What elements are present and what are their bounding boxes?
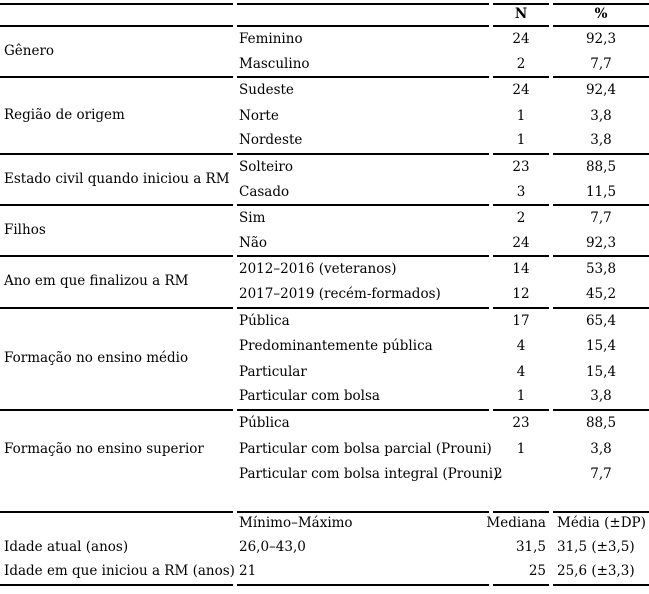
header-spacer-cell: [237, 3, 489, 27]
n-value-cell: 2: [516, 210, 526, 227]
subcategory-cell: Não: [237, 232, 489, 258]
subcategory-cell: Nordeste: [237, 129, 489, 155]
n-value-cell: 4: [516, 363, 526, 380]
subcategory-cell: Solteiro: [239, 159, 294, 176]
pct-value-cell: 7,7: [590, 210, 612, 227]
pct-column-header: %: [553, 3, 649, 27]
subcategory-cell: Pública: [239, 414, 290, 431]
table-section-3: Estado civil quando iniciou a RM Solteiro…: [0, 155, 649, 207]
pct-value-cell: 92,4: [585, 82, 617, 99]
category-cell: Formação no ensino superior: [4, 440, 204, 457]
n-value-cell: 1: [516, 440, 526, 457]
median-column-header: Mediana: [486, 510, 549, 536]
pct-value-cell: 88,5: [585, 159, 617, 176]
mean-value-cell: 25,6 (±3,3): [553, 561, 649, 586]
pct-value-cell: 11,5: [553, 181, 649, 207]
subcategory-cell: Particular com bolsa integral (Prouni): [239, 466, 499, 483]
subcategory-cell: Particular: [239, 363, 307, 380]
subcategory-cell: Particular com bolsa parcial (Prouni): [239, 440, 492, 457]
pct-value-cell: 92,3: [585, 31, 617, 48]
table-header-section: N%: [0, 3, 649, 27]
summary-spacer-cell: [0, 510, 233, 536]
pct-value-cell: 7,7: [590, 466, 612, 483]
demographics-table: N% Gênero Feminino 24 92,3 Masculino 2 7,7 Regiã…: [0, 3, 649, 586]
pct-value-cell: 92,3: [553, 232, 649, 258]
subcategory-cell: Norte: [239, 107, 279, 124]
pct-value-cell: 3,8: [553, 385, 649, 411]
header-spacer-cell: [0, 3, 233, 27]
median-value-cell: 31,5: [515, 539, 546, 556]
table-gap: [0, 488, 649, 511]
subcategory-cell: Particular com bolsa: [237, 385, 489, 411]
subcategory-cell: Predominantemente pública: [239, 338, 433, 355]
pct-value-cell: 88,5: [585, 414, 617, 431]
n-value-cell: 24: [493, 232, 549, 258]
subcategory-cell: Masculino: [237, 53, 489, 79]
category-cell: Formação no ensino médio: [0, 309, 233, 411]
table-section-2: Região de origem Sudeste 24 92,4 Norte 1 3,8 No…: [0, 78, 649, 155]
subcategory-cell: Feminino: [239, 31, 303, 48]
n-column-header: N: [493, 3, 549, 27]
pct-value-cell: 3,8: [590, 440, 612, 457]
n-value-cell: 3: [493, 181, 549, 207]
category-cell: Região de origem: [0, 78, 233, 155]
pct-value-cell: 45,2: [553, 283, 649, 309]
n-value-cell: 24: [512, 31, 530, 48]
category-cell: Filhos: [0, 206, 233, 258]
pct-value-cell: 3,8: [590, 107, 612, 124]
n-value-cell: 1: [493, 385, 549, 411]
category-cell: Estado civil quando iniciou a RM: [0, 155, 233, 207]
n-value-cell: 2: [494, 466, 503, 483]
minmax-value-cell: 26,0–43,0: [239, 539, 306, 556]
n-value-cell: 24: [512, 82, 530, 99]
table-section-7: Formação no ensino superior Pública 23 88,5…: [0, 411, 649, 488]
category-cell: Gênero: [0, 27, 233, 79]
mean-value-cell: 31,5 (±3,5): [557, 539, 635, 556]
minmax-value-cell: 21: [237, 561, 489, 586]
n-value-cell: 23: [512, 414, 530, 431]
table-section-6: Formação no ensino médio Pública 17 65,4 Pre…: [0, 309, 649, 411]
subcategory-cell: 2012–2016 (veteranos): [239, 261, 397, 278]
table-section-4: Filhos Sim 2 7,7 Não 24 92,3: [0, 206, 649, 258]
pct-value-cell: 53,8: [585, 261, 617, 278]
mean-column-header: Média (±DP): [553, 510, 649, 536]
n-value-cell: 1: [516, 107, 526, 124]
n-value-cell: 23: [512, 159, 530, 176]
n-value-cell: 2: [493, 53, 549, 79]
table-section-1: Gênero Feminino 24 92,3 Masculino 2 7,7: [0, 27, 649, 79]
pct-value-cell: 15,4: [585, 363, 617, 380]
median-value-cell: 25: [493, 561, 549, 586]
summary-row-label: Idade atual (anos): [4, 539, 129, 556]
subcategory-cell: Casado: [237, 181, 489, 207]
pct-value-cell: 15,4: [585, 338, 617, 355]
subcategory-cell: 2017–2019 (recém-formados): [237, 283, 489, 309]
minmax-column-header: Mínimo–Máximo: [237, 510, 489, 536]
n-value-cell: 4: [516, 338, 526, 355]
n-value-cell: 1: [493, 129, 549, 155]
table-section-5: Ano em que finalizou a RM 2012–2016 (vete…: [0, 257, 649, 309]
n-value-cell: 17: [512, 312, 530, 329]
pct-value-cell: 3,8: [553, 129, 649, 155]
subcategory-cell: Pública: [239, 312, 290, 329]
category-cell: Ano em que finalizou a RM: [0, 257, 233, 309]
subcategory-cell: Sudeste: [239, 82, 294, 99]
n-value-cell: 14: [512, 261, 530, 278]
summary-row-label: Idade em que iniciou a RM (anos): [0, 561, 235, 586]
summary-section: Mínimo–Máximo Mediana Média (±DP) Idade atu…: [0, 510, 649, 586]
subcategory-cell: Sim: [239, 210, 266, 227]
pct-value-cell: 7,7: [553, 53, 649, 79]
pct-value-cell: 65,4: [585, 312, 617, 329]
n-value-cell: 12: [493, 283, 549, 309]
